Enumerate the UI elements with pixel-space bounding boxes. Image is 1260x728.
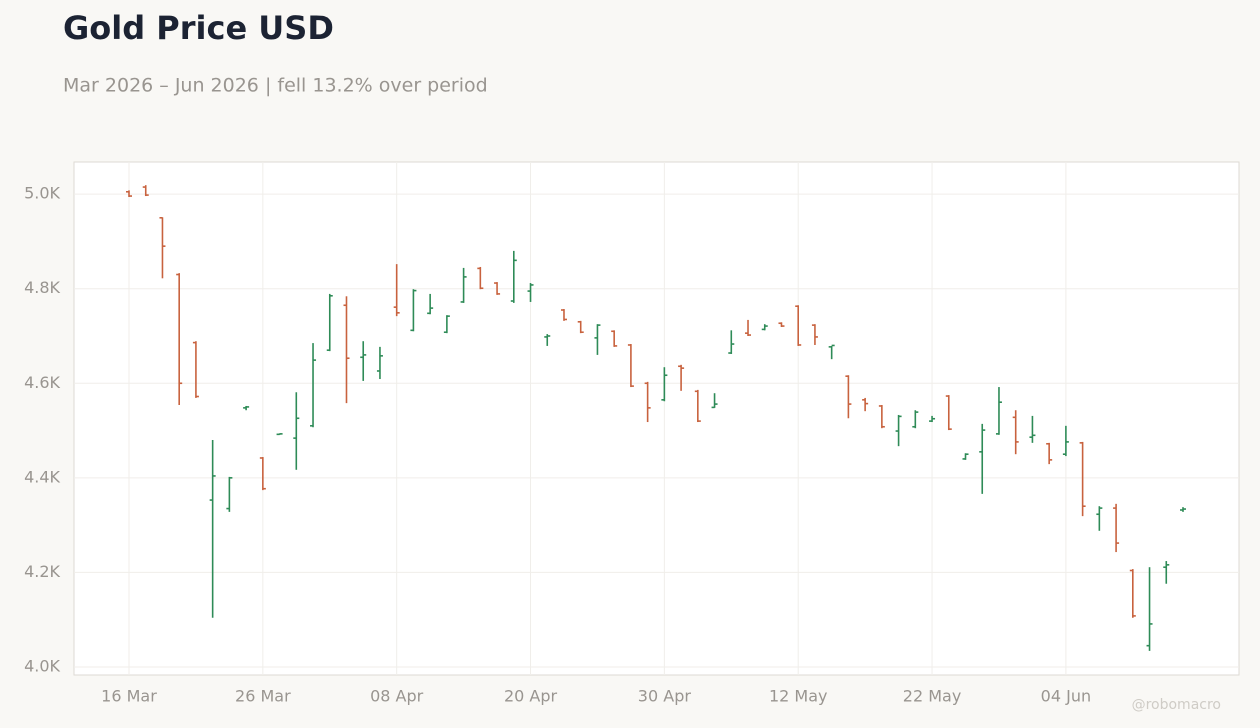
watermark: @robomacro: [1132, 697, 1221, 713]
x-tick-label: 30 Apr: [638, 687, 692, 706]
x-tick-label: 16 Mar: [101, 687, 157, 706]
y-tick-label: 4.0K: [24, 656, 60, 675]
x-tick-label: 08 Apr: [370, 687, 424, 706]
chart-subtitle: Mar 2026 – Jun 2026 | fell 13.2% over pe…: [63, 75, 488, 97]
y-tick-label: 4.8K: [24, 278, 60, 297]
y-tick-label: 5.0K: [24, 184, 60, 203]
x-tick-label: 26 Mar: [235, 687, 291, 706]
y-tick-label: 4.2K: [24, 562, 60, 581]
y-tick-label: 4.4K: [24, 467, 60, 486]
y-tick-label: 4.6K: [24, 373, 60, 392]
chart-title: Gold Price USD: [63, 9, 334, 47]
x-tick-label: 04 Jun: [1041, 687, 1091, 706]
plot-area: [73, 161, 1240, 676]
x-tick-label: 12 May: [769, 687, 828, 706]
x-tick-label: 20 Apr: [504, 687, 558, 706]
x-tick-label: 22 May: [903, 687, 962, 706]
